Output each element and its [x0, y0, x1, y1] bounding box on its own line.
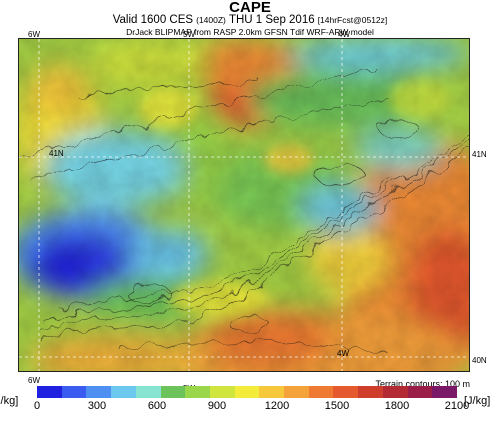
- color-scale-segment: [135, 386, 161, 398]
- lon-label-4w-top: 4W: [338, 30, 350, 39]
- color-scale-segment: [234, 386, 260, 398]
- map-title: CAPE: [229, 0, 271, 16]
- color-scale-tick-label: 1800: [384, 400, 410, 412]
- color-scale-segment: [259, 386, 285, 398]
- lon-label-6w-top: 6W: [28, 30, 40, 39]
- unit-label-left: [J/kg]: [0, 395, 19, 407]
- utc-time: (1400Z): [196, 15, 226, 25]
- color-scale-bar: [37, 386, 457, 398]
- color-scale-tick-label: 0: [33, 400, 41, 412]
- unit-label-right: [J/kg]: [464, 395, 491, 407]
- valid-time: Valid 1600 CES: [112, 14, 194, 26]
- lon-label-4w-inner: 4W: [337, 349, 349, 358]
- color-scale-segment: [185, 386, 210, 398]
- color-scale-segment: [111, 386, 136, 398]
- map-subtitle: Valid 1600 CES (1400Z) THU 1 Sep 2016 [1…: [0, 14, 500, 27]
- color-scale-tick-label: 300: [87, 400, 107, 412]
- color-scale-segment: [382, 386, 408, 398]
- color-scale-tick-label: 1200: [264, 400, 290, 412]
- color-scale-tick-label: 600: [147, 400, 167, 412]
- lon-label-6w-bottom: 6W: [28, 376, 40, 385]
- lon-label-5w-top: 5W: [183, 30, 195, 39]
- cape-map[interactable]: 41N 4W: [18, 38, 470, 372]
- color-scale-tick-label: 900: [207, 400, 227, 412]
- terrain-contour-note: Terrain contours: 100 m: [375, 379, 470, 389]
- color-scale-segment: [37, 386, 62, 398]
- color-scale-tick-label: 2100: [444, 400, 470, 412]
- forecast-run: [14hrFcst@0512z]: [317, 15, 388, 25]
- cape-field: [19, 39, 469, 371]
- color-scale-tick-label: 1500: [324, 400, 350, 412]
- color-scale-segment: [407, 386, 433, 398]
- lat-label-41n-right: 41N: [472, 150, 487, 159]
- color-scale-segment: [432, 386, 457, 398]
- color-scale-segment: [284, 386, 309, 398]
- lat-label-40n-right: 40N: [472, 356, 487, 365]
- lat-label-41n-inner: 41N: [49, 149, 64, 158]
- color-scale-segment: [86, 386, 112, 398]
- model-caption: DrJack BLIPMAP from RASP 2.0km GFSN Tdif…: [126, 27, 374, 37]
- color-scale-segment: [333, 386, 359, 398]
- color-scale-segment: [209, 386, 235, 398]
- forecast-date: THU 1 Sep 2016: [228, 14, 315, 26]
- color-scale-segment: [61, 386, 87, 398]
- color-scale-segment: [358, 386, 383, 398]
- color-scale-segment: [308, 386, 334, 398]
- color-scale-segment: [160, 386, 186, 398]
